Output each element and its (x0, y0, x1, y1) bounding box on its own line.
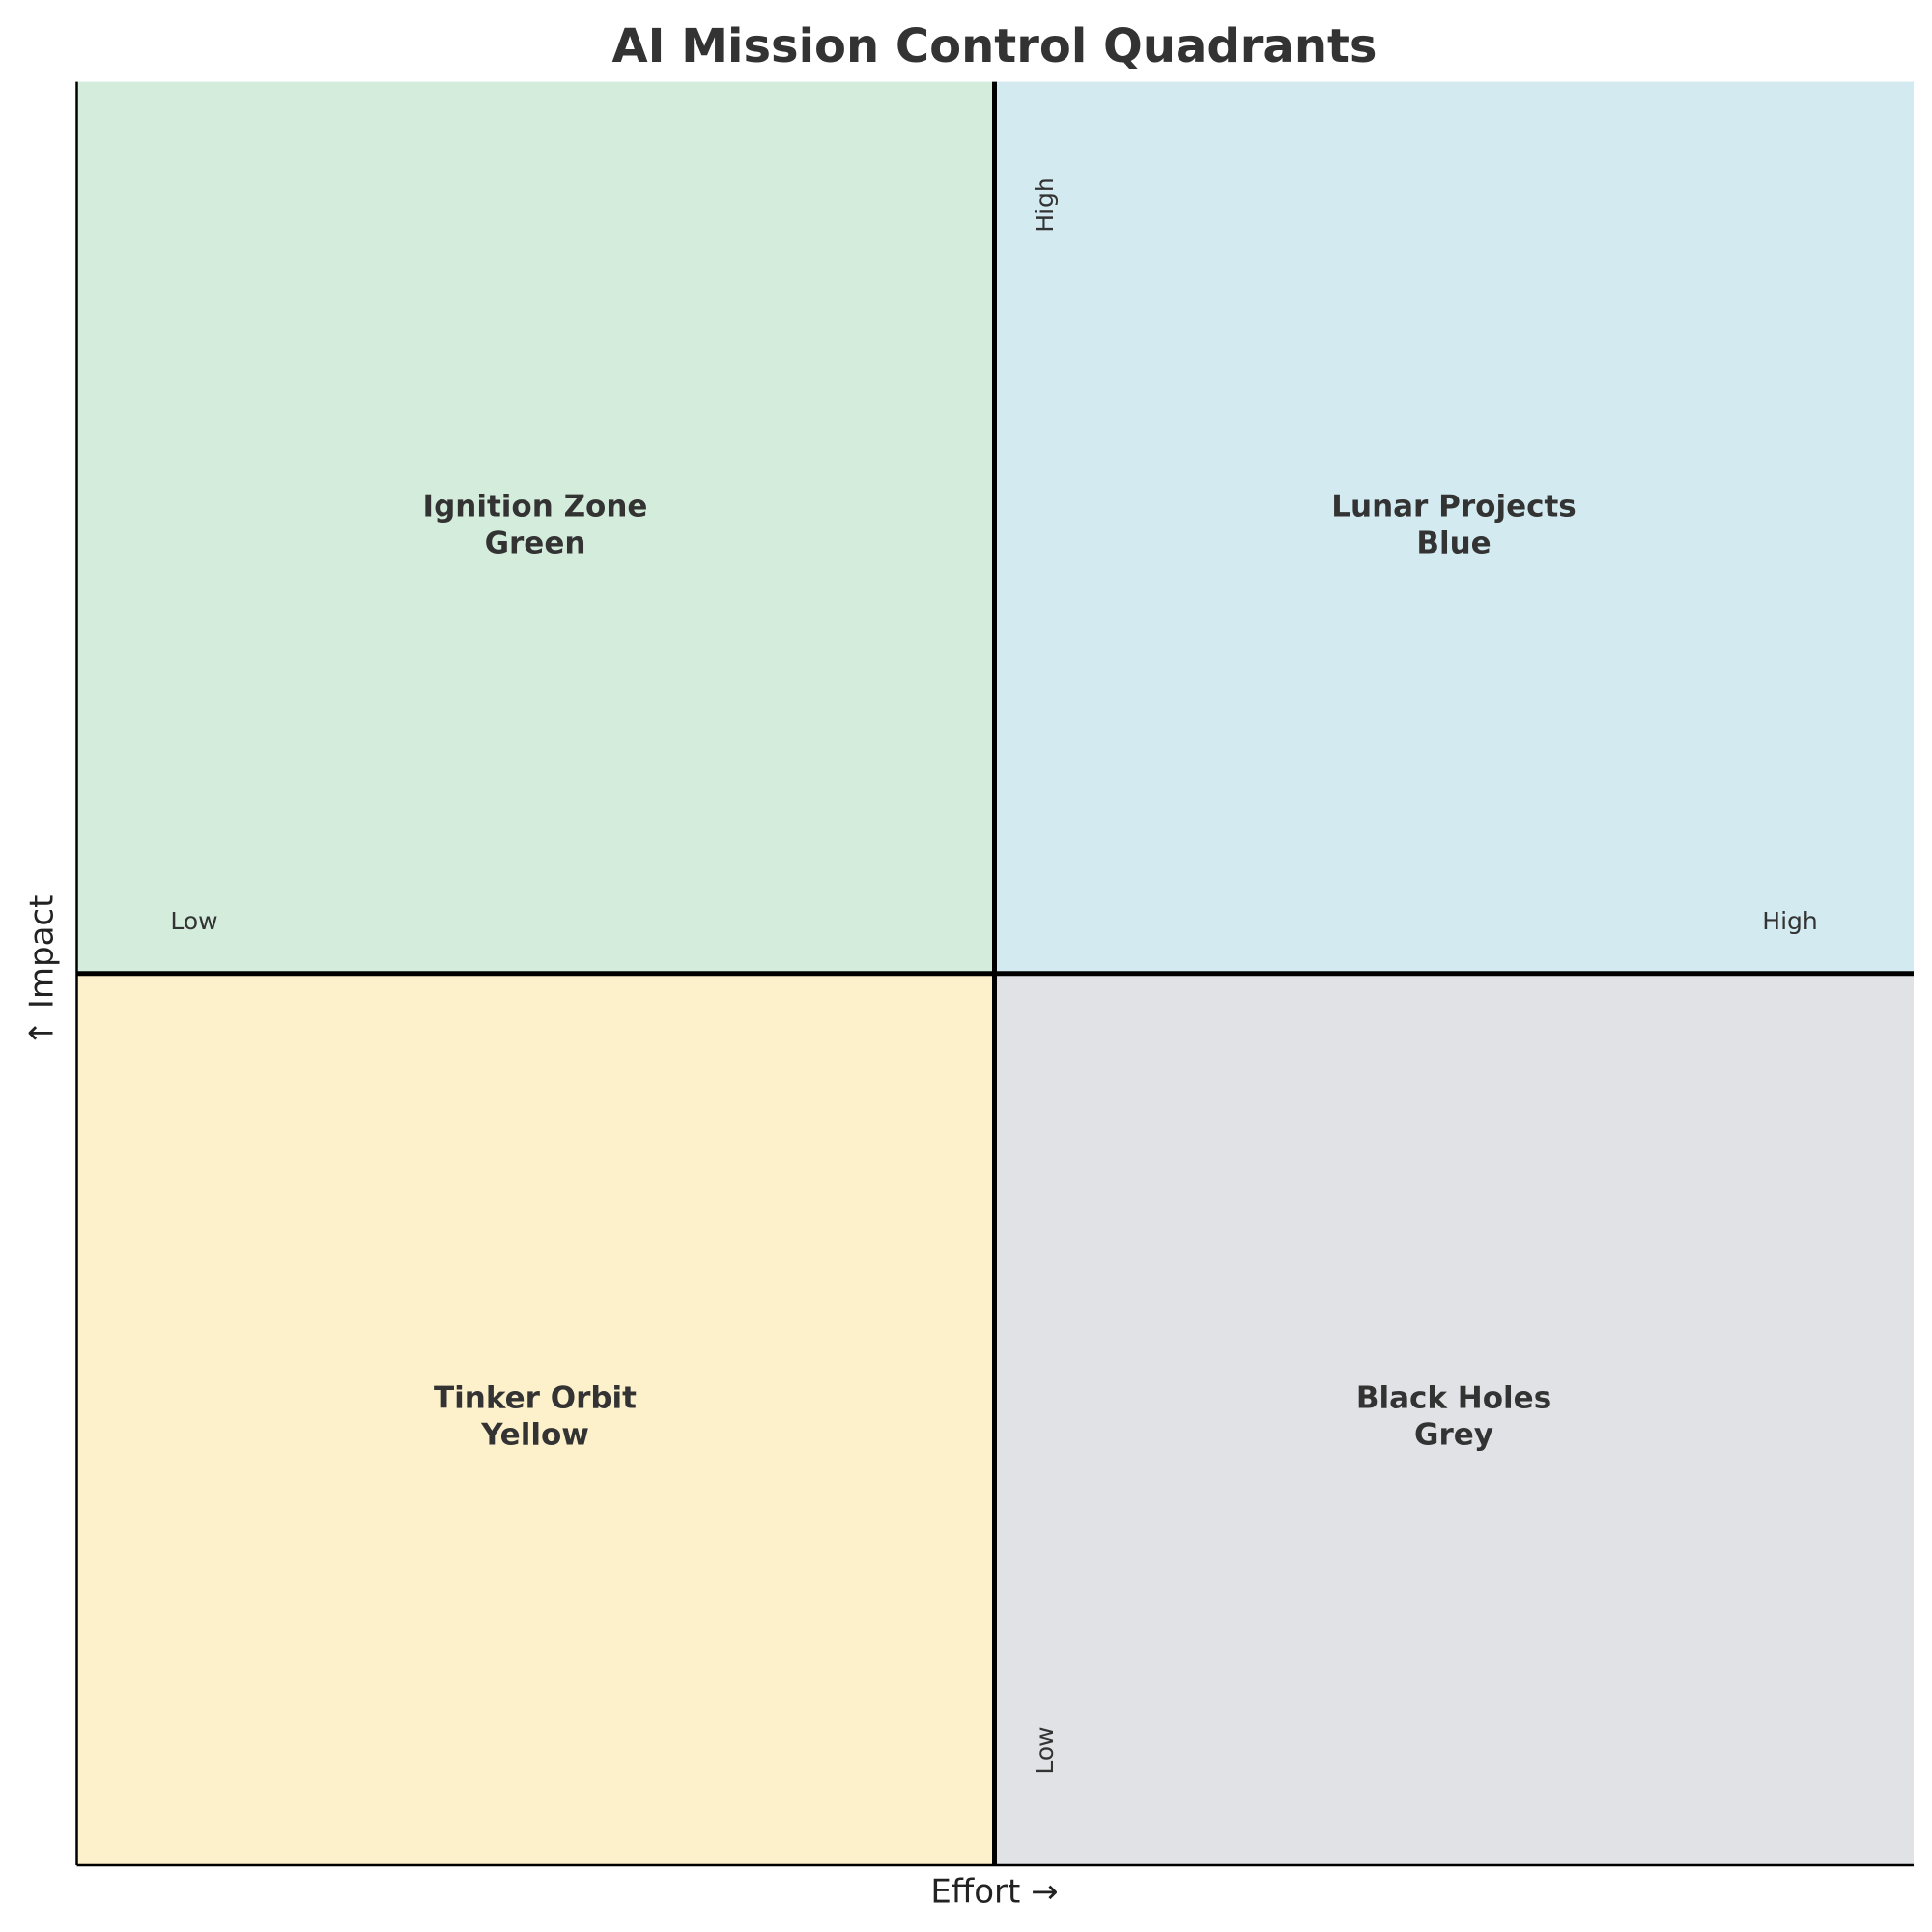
quadrant-color: Blue (1416, 526, 1491, 561)
quadrant-name: Black Holes (1356, 1381, 1551, 1416)
y-low-label: Low (1031, 1726, 1059, 1774)
y-high-label: High (1031, 177, 1059, 232)
quadrant-bottom-right (994, 973, 1914, 1865)
x-high-label: High (1762, 907, 1817, 935)
y-axis-label: ↑ Impact (23, 895, 62, 1047)
quadrant-name: Lunar Projects (1331, 490, 1577, 525)
quadrant-bottom-left (76, 973, 995, 1865)
quadrant-color: Grey (1414, 1418, 1493, 1453)
quadrant-name: Tinker Orbit (434, 1381, 637, 1416)
quadrant-color: Green (485, 526, 586, 561)
title: AI Mission Control Quadrants (612, 19, 1378, 73)
quadrant-name: Ignition Zone (423, 490, 648, 525)
quadrant-top-right (994, 81, 1914, 974)
x-axis-label: Effort → (930, 1873, 1058, 1912)
quadrant-top-left (76, 81, 995, 974)
x-low-label: Low (170, 907, 217, 935)
quadrant-color: Yellow (480, 1418, 589, 1453)
